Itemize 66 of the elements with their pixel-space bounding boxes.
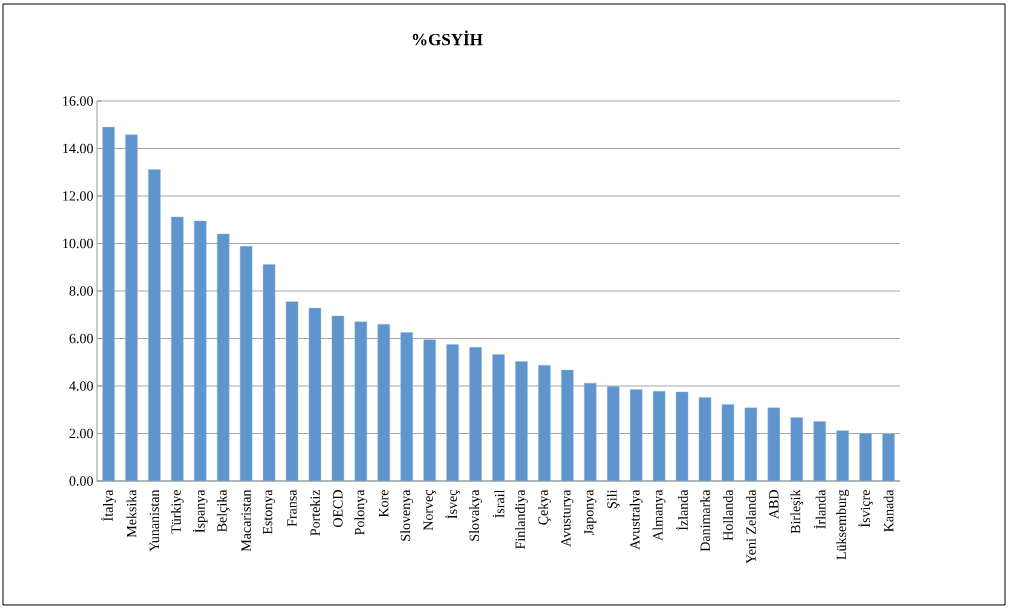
x-tick-label: Türkiye bbox=[170, 490, 184, 534]
bar bbox=[125, 134, 138, 481]
x-tick-label: Çekya bbox=[538, 489, 551, 525]
bar bbox=[354, 321, 368, 481]
x-tick-label: İspanya bbox=[192, 489, 208, 533]
x-tick-label: Slovakya bbox=[469, 489, 482, 541]
x-tick-label: Portekiz bbox=[310, 489, 320, 536]
y-tick-label: 6.00 bbox=[69, 333, 93, 344]
x-tick-label: Danimarka bbox=[700, 489, 710, 552]
bar bbox=[629, 389, 643, 481]
x-tick-label: Fransa bbox=[287, 489, 297, 527]
x-tick-label: Macaristan bbox=[241, 489, 251, 552]
bar bbox=[446, 344, 459, 481]
x-tick-label: Yeni Zelanda bbox=[745, 489, 756, 564]
y-tick-label: 14.00 bbox=[63, 143, 93, 154]
x-tick-label: OECD bbox=[333, 490, 343, 528]
x-tick-label: Avustralya bbox=[629, 489, 643, 550]
y-tick-label: 16.00 bbox=[63, 96, 93, 106]
y-tick-label: 0.00 bbox=[69, 476, 93, 486]
bar bbox=[102, 126, 115, 481]
x-tick-label: Belçika bbox=[216, 489, 230, 532]
bar bbox=[515, 361, 528, 481]
y-tick-label: 12.00 bbox=[63, 191, 93, 201]
bar bbox=[171, 216, 184, 481]
x-tick-label: İsveç bbox=[445, 489, 460, 519]
bar bbox=[607, 386, 620, 481]
x-tick-label: Şili bbox=[606, 489, 620, 509]
x-tick-label: ABD bbox=[769, 490, 779, 519]
x-tick-label: Hollanda bbox=[723, 489, 733, 541]
bar bbox=[194, 220, 207, 481]
bar bbox=[790, 417, 803, 481]
x-tick-label: İrlanda bbox=[813, 489, 826, 529]
bar bbox=[423, 339, 436, 481]
y-tick-label: 10.00 bbox=[63, 238, 93, 249]
y-tick-label: 8.00 bbox=[69, 286, 93, 296]
x-tick-label: Yunanistan bbox=[149, 489, 160, 552]
bar bbox=[400, 332, 413, 481]
x-tick-label: Slovenya bbox=[400, 489, 414, 541]
bar bbox=[561, 369, 574, 481]
chart-title: %GSYİH bbox=[412, 30, 483, 46]
x-tick-label: İsrail bbox=[492, 489, 505, 518]
x-tick-label: Almanya bbox=[652, 489, 666, 541]
bar bbox=[584, 382, 597, 481]
bar bbox=[538, 365, 551, 481]
x-tick-label: Kanada bbox=[883, 489, 894, 532]
x-tick-label: Finlandiya bbox=[515, 489, 528, 549]
x-tick-label: İtalya bbox=[101, 489, 116, 521]
bar bbox=[767, 407, 781, 481]
x-tick-label: İsviçre bbox=[858, 490, 873, 528]
x-tick-label: Lüksemburg bbox=[836, 489, 850, 560]
bar bbox=[148, 169, 161, 481]
x-tick-label: Polonya bbox=[354, 489, 368, 535]
x-tick-label: İzlanda bbox=[676, 489, 688, 531]
bar bbox=[216, 233, 230, 481]
x-tick-label: Norveç bbox=[423, 489, 436, 531]
x-tick-label: Estonya bbox=[262, 489, 276, 535]
x-tick-label: Avusturya bbox=[561, 489, 574, 547]
y-tick-label: 4.00 bbox=[69, 381, 93, 391]
x-tick-label: Japonya bbox=[584, 489, 597, 536]
x-tick-label: Birleşik bbox=[790, 489, 804, 534]
x-tick-label: Meksika bbox=[126, 489, 137, 538]
bar bbox=[492, 354, 505, 481]
bar bbox=[377, 324, 390, 481]
bar bbox=[469, 347, 482, 481]
x-tick-label: Kore bbox=[379, 490, 389, 518]
y-tick-label: 2.00 bbox=[69, 428, 93, 439]
